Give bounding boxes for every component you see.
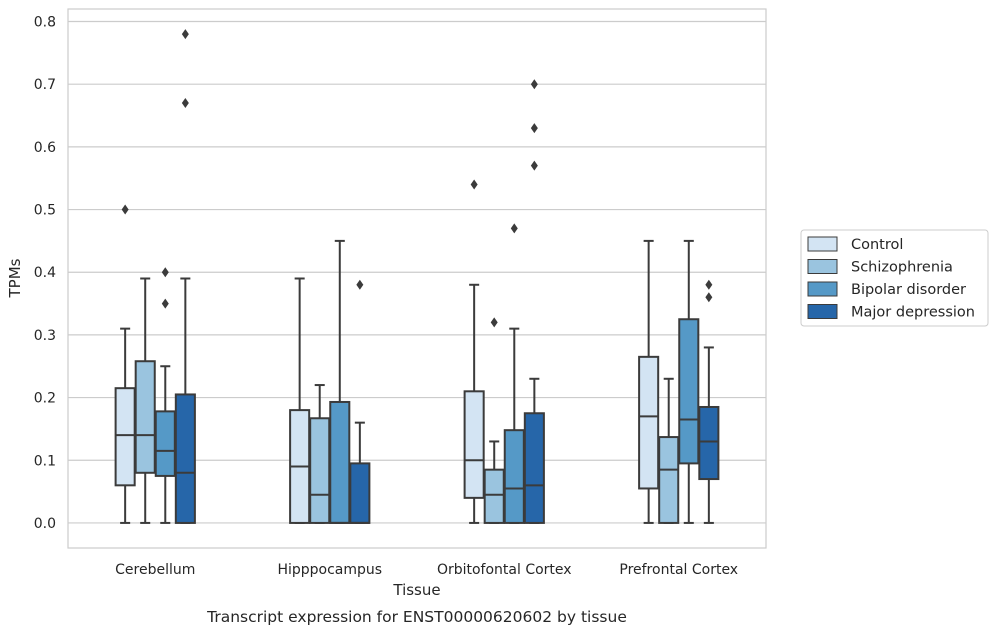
x-axis-label: Tissue: [392, 581, 440, 599]
box-control: [114, 204, 136, 524]
box-schizophrenia: [134, 277, 156, 524]
outlier-point: [161, 298, 169, 309]
box-body: [678, 318, 700, 465]
y-tick-label: 0.5: [34, 203, 56, 219]
legend-label: Major depression: [851, 305, 975, 321]
outlier-point: [530, 123, 538, 134]
y-tick-labels: 0.0 0.1 0.2 0.3 0.4 0.5 0.6 0.7 0.8: [34, 15, 56, 532]
y-tick-label: 0.8: [34, 15, 56, 31]
box-major-depression: [523, 79, 545, 524]
box-body: [698, 405, 720, 481]
y-tick-label: 0.7: [34, 77, 56, 93]
y-tick-label: 0.0: [34, 516, 56, 532]
box-body: [329, 400, 351, 524]
box-control: [289, 277, 311, 524]
box-body: [523, 412, 545, 524]
y-tick-label: 0.4: [34, 265, 56, 281]
outlier-point: [705, 292, 713, 303]
box-bipolar-disorder: [154, 267, 176, 524]
x-tick-label: Orbitofontal Cortex: [437, 562, 572, 578]
box-body: [503, 429, 525, 524]
outlier-point: [490, 317, 498, 328]
outlier-point: [121, 204, 129, 215]
y-tick-label: 0.1: [34, 453, 56, 469]
box-schizophrenia: [483, 317, 505, 524]
box-groups: [114, 29, 720, 524]
box-body: [114, 387, 136, 487]
legend-label: Control: [851, 237, 903, 253]
outlier-point: [356, 279, 364, 290]
outlier-point: [510, 223, 518, 234]
box-body: [174, 393, 196, 524]
box-body: [638, 355, 660, 490]
box-body: [463, 390, 485, 499]
plot-frame: [67, 8, 767, 549]
legend-frame: [800, 229, 989, 327]
box-body: [483, 468, 505, 524]
outlier-point: [181, 29, 189, 40]
box-schizophrenia: [309, 384, 331, 524]
y-tick-label: 0.6: [34, 140, 56, 156]
y-tick-label: 0.3: [34, 328, 56, 344]
box-body: [309, 417, 331, 524]
legend: Control Schizophrenia Bipolar disorder Majo…: [800, 229, 989, 327]
chart-caption: Transcript expression for ENST0000062060…: [206, 608, 627, 626]
outlier-point: [530, 160, 538, 171]
box-major-depression: [349, 279, 371, 524]
outlier-point: [705, 279, 713, 290]
box-body: [134, 360, 156, 474]
box-major-depression: [174, 29, 196, 524]
outlier-point: [470, 179, 478, 190]
x-tick-label: Cerebellum: [115, 562, 195, 578]
box-schizophrenia: [658, 377, 680, 524]
box-control: [463, 179, 485, 524]
box-bipolar-disorder: [678, 239, 700, 524]
box-major-depression: [698, 279, 720, 524]
box-control: [638, 239, 660, 524]
y-axis-label: TPMs: [6, 258, 24, 298]
outlier-point: [530, 79, 538, 90]
x-tick-label: Hipppocampus: [277, 562, 382, 578]
box-body: [658, 436, 680, 524]
box-body: [154, 410, 176, 477]
legend-label: Bipolar disorder: [851, 282, 966, 298]
x-tick-label: Prefrontal Cortex: [619, 562, 738, 578]
box-body: [349, 462, 371, 524]
outlier-point: [161, 267, 169, 278]
legend-label: Schizophrenia: [851, 260, 953, 276]
legend-swatch: [807, 281, 838, 297]
y-tick-label: 0.2: [34, 391, 56, 407]
box-bipolar-disorder: [503, 223, 525, 524]
box-bipolar-disorder: [329, 239, 351, 524]
legend-swatch: [807, 304, 838, 319]
outlier-point: [181, 98, 189, 109]
legend-swatch: [807, 259, 838, 274]
x-tick-labels: Cerebellum Hipppocampus Orbitofontal Corte…: [115, 562, 738, 578]
legend-swatch: [807, 236, 838, 252]
